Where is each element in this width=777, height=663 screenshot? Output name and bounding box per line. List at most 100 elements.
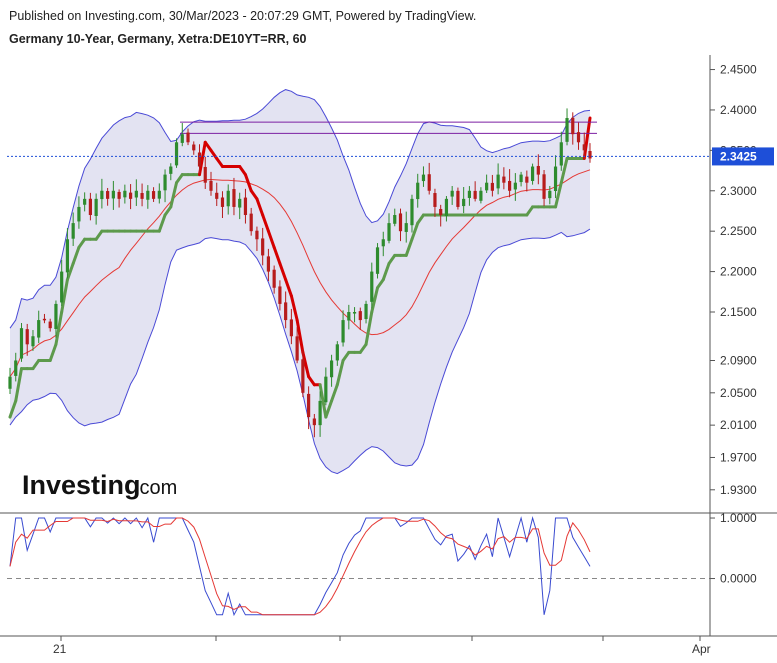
oscillator-signal-line: [9, 517, 591, 616]
bollinger-upper-band: [9, 89, 591, 329]
candle-body: [553, 166, 558, 192]
candle-body: [410, 198, 414, 226]
y-tick-label: 1.9700: [720, 450, 757, 464]
candle-body: [427, 174, 431, 191]
candle-body: [473, 190, 477, 199]
candle-body: [387, 223, 391, 241]
bollinger-lower-band: [9, 228, 591, 475]
candle-body: [416, 182, 420, 200]
candle-body: [588, 151, 592, 159]
trend-line-segment: [8, 399, 18, 419]
candle-body: [467, 190, 472, 198]
candle-body: [370, 271, 374, 302]
trend-line-segment: [77, 237, 87, 249]
trend-line-segment: [198, 140, 207, 177]
candle-body: [502, 176, 506, 183]
candle-body: [88, 198, 92, 216]
candle-body: [444, 198, 449, 216]
candle-body: [266, 256, 271, 272]
y-tick-label: 2.0500: [720, 386, 757, 400]
trend-line-segment: [169, 181, 179, 209]
trend-line-segment: [376, 278, 385, 290]
candle-body: [220, 197, 225, 207]
trend-line-segment: [266, 229, 276, 249]
trend-line-segment: [209, 148, 219, 160]
y-tick-label: 2.3000: [720, 184, 757, 198]
candle-body: [485, 182, 489, 191]
trend-line-segment: [289, 294, 299, 322]
y-tick-label: 2.2000: [720, 265, 757, 279]
candle-body: [318, 400, 322, 426]
y-tick-label: 2.0100: [720, 418, 757, 432]
candle-body: [278, 286, 282, 304]
trend-line-segment: [582, 116, 592, 160]
last-price-label: 2.3425: [720, 149, 757, 163]
candle-body: [111, 190, 115, 199]
candle-body: [404, 223, 408, 232]
candle-body: [421, 174, 426, 182]
candle-body: [238, 198, 242, 208]
trend-line-segment: [14, 367, 23, 403]
y-tick-label: 2.0900: [720, 353, 757, 367]
candle-body: [25, 329, 29, 345]
candle-body: [255, 230, 259, 240]
candle-body: [243, 197, 248, 216]
candle-body: [31, 336, 35, 347]
trend-line-segment: [381, 262, 391, 282]
candle-body: [197, 152, 202, 167]
candle-body: [261, 238, 265, 256]
trend-line-segment: [238, 165, 247, 177]
y-tick-label: 2.1500: [720, 305, 757, 319]
instrument-title: Germany 10-Year, Germany, Xetra:DE10YT=R…: [9, 32, 307, 46]
trend-line-segment: [370, 286, 380, 314]
candle-body: [134, 190, 138, 198]
candle-body: [60, 271, 64, 303]
candle-body: [272, 269, 276, 288]
candle-body: [117, 191, 121, 199]
investing-logo: Investing .com: [22, 470, 177, 500]
y-tick-label: 1.9300: [720, 483, 757, 497]
candle-body: [479, 190, 483, 201]
trend-line-segment: [525, 205, 535, 217]
trend-line-segment: [272, 245, 282, 266]
trend-line-segment: [31, 358, 41, 371]
candle-body: [513, 182, 517, 190]
trend-line-segment: [71, 245, 81, 266]
trend-line-segment: [404, 237, 414, 257]
trend-line-segment: [163, 205, 173, 217]
axes: 2.45002.40002.35002.30002.25002.20002.15…: [0, 55, 777, 656]
candle-body: [364, 303, 368, 320]
candle-body: [203, 166, 207, 183]
candle-body: [307, 393, 311, 418]
candle-body: [249, 213, 253, 232]
trend-line-segment: [364, 310, 374, 346]
candle-body: [42, 318, 47, 321]
candle-body: [375, 247, 380, 274]
candle-body: [106, 191, 110, 199]
candle-body: [335, 344, 339, 361]
trend-line-segment: [358, 342, 368, 354]
candle-body: [71, 223, 75, 239]
candle-body: [209, 180, 213, 191]
trend-line-segment: [48, 342, 58, 362]
candle-body: [163, 174, 167, 191]
trend-line-segment: [410, 221, 420, 241]
candle-body: [174, 142, 179, 166]
trend-line-segment: [60, 278, 69, 314]
candle-body: [83, 198, 87, 205]
candle-body: [295, 336, 299, 361]
trend-line-segment: [387, 253, 397, 266]
candle-body: [496, 174, 500, 189]
candle-body: [192, 144, 196, 151]
candle-body: [565, 118, 569, 142]
trend-line-segment: [243, 173, 253, 193]
candle-body: [157, 190, 161, 199]
candle-body: [341, 320, 345, 343]
logo-text: Investing: [22, 470, 141, 500]
candle-body: [576, 132, 581, 143]
candle-body: [508, 180, 512, 191]
trend-line-segment: [335, 358, 345, 387]
trend-line-segment: [175, 173, 184, 185]
candle-body: [146, 190, 150, 200]
